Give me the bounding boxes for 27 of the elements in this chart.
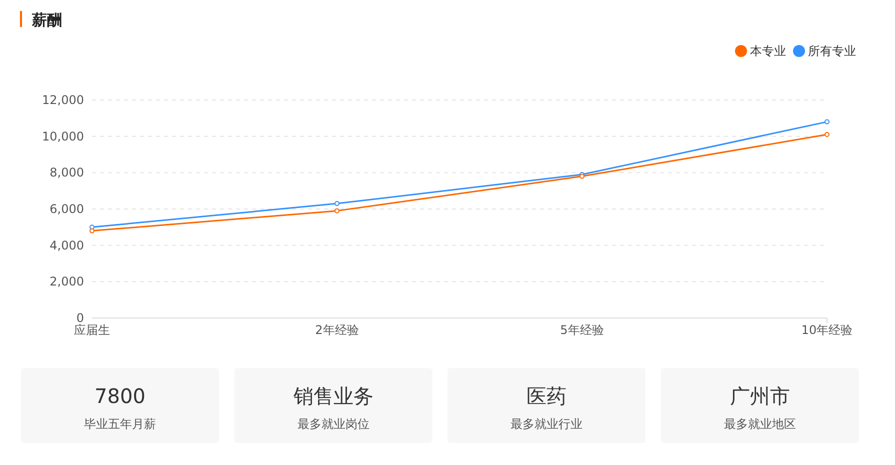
text: 7800	[94, 384, 146, 408]
x-tick-label: 2年经验	[315, 323, 359, 337]
text: 毕业五年月薪	[84, 417, 156, 431]
x-tick-label: 5年经验	[560, 323, 604, 337]
point	[334, 208, 340, 214]
legend-label: 所有专业	[808, 44, 856, 58]
text: 广州市	[730, 384, 790, 408]
text: 最多就业地区	[724, 417, 796, 431]
y-tick-label: 2,000	[50, 274, 84, 289]
y-tick-label: 12,000	[42, 93, 84, 107]
y-tick-label: 0	[76, 311, 84, 325]
x-tick-label: 10年经验	[801, 323, 853, 337]
text: 销售业务	[292, 384, 374, 408]
y-tick-label: 4,000	[50, 238, 84, 252]
point	[824, 132, 830, 138]
y-tick-label: 6,000	[50, 202, 84, 216]
legend-label: 本专业	[750, 44, 786, 58]
y-tick-label: 10,000	[42, 129, 84, 144]
text: 最多就业行业	[510, 417, 583, 431]
text: 医药	[526, 384, 567, 408]
text: 最多就业岗位	[297, 417, 370, 431]
y-tick-label: 8,000	[50, 166, 84, 180]
chart-title: 薪酬	[31, 11, 62, 29]
point	[90, 228, 94, 234]
x-tick-label: 应届生	[74, 323, 110, 337]
point	[824, 119, 830, 124]
point	[334, 201, 340, 206]
